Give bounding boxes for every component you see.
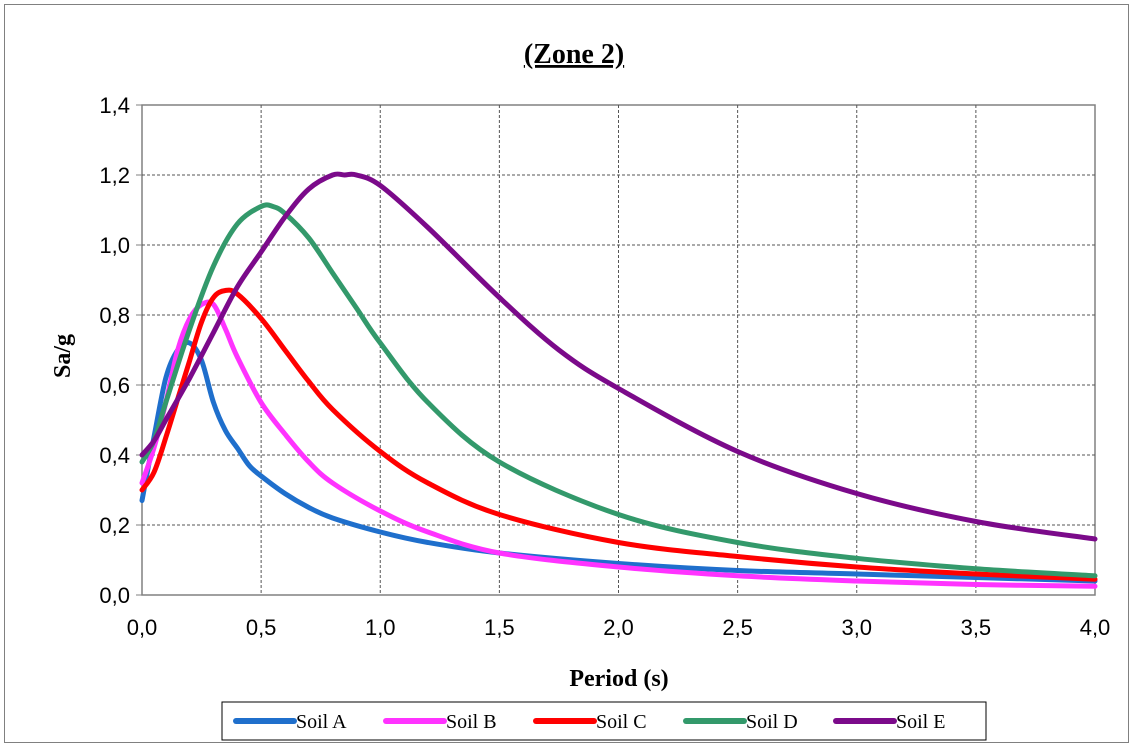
x-tick-label: 3,5 — [961, 615, 992, 640]
x-tick-label: 2,5 — [722, 615, 753, 640]
y-tick-label: 0,2 — [99, 513, 130, 538]
y-tick-label: 0,8 — [99, 303, 130, 328]
series-line-soil-c — [139, 287, 1098, 582]
x-tick-label: 3,0 — [841, 615, 872, 640]
series-line-soil-e — [139, 171, 1098, 542]
x-tick-label: 1,5 — [484, 615, 515, 640]
plot-area: 0,0 0,5 1,0 1,5 2,0 2,5 3,0 3,5 4,0 0,0 0,2 0,4 0,6 0… — [99, 93, 1110, 640]
legend-label-soil-a: Soil A — [296, 711, 347, 733]
y-tick-label: 0,0 — [99, 583, 130, 608]
series-line-soil-b — [139, 299, 1098, 589]
y-tick-label: 0,4 — [99, 443, 130, 468]
y-axis-label: Sa/g — [50, 334, 76, 378]
legend-label-soil-c: Soil C — [596, 711, 647, 733]
y-tick-label: 1,4 — [99, 93, 130, 118]
x-tick-label: 0,5 — [246, 615, 277, 640]
x-tick-label: 1,0 — [365, 615, 396, 640]
y-tick-label: 0,6 — [99, 373, 130, 398]
series-line-soil-d — [139, 202, 1098, 579]
x-axis-label: Period (s) — [569, 666, 668, 692]
x-tick-label: 0,0 — [127, 615, 158, 640]
legend-label-soil-b: Soil B — [446, 711, 497, 733]
legend-label-soil-d: Soil D — [746, 711, 798, 733]
y-tick-label: 1,2 — [99, 163, 130, 188]
x-tick-label: 4,0 — [1080, 615, 1111, 640]
x-tick-label: 2,0 — [603, 615, 634, 640]
y-tick-label: 1,0 — [99, 233, 130, 258]
legend: Soil A Soil B Soil C Soil D Soil E — [221, 701, 987, 741]
chart-title: (Zone 2) — [524, 39, 624, 70]
legend-label-soil-e: Soil E — [896, 711, 945, 733]
